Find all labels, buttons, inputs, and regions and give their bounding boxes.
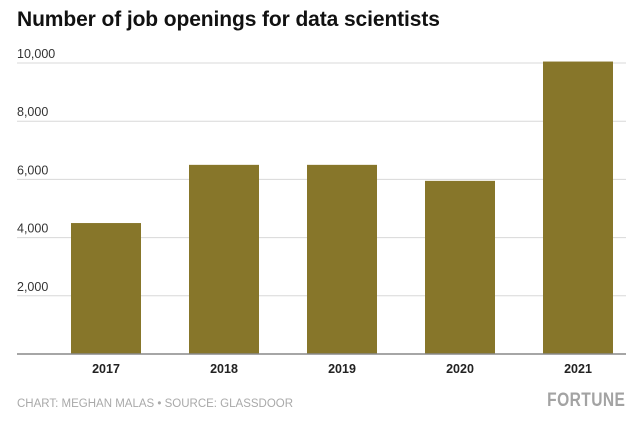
y-tick-label: 10,000 <box>17 47 55 61</box>
x-tick-label: 2019 <box>328 362 356 376</box>
y-tick-label: 2,000 <box>17 280 48 294</box>
x-tick-label: 2017 <box>92 362 120 376</box>
bars <box>71 61 613 355</box>
bar-2021 <box>543 61 613 355</box>
chart-credit: CHART: MEGHAN MALAS • SOURCE: GLASSDOOR <box>17 398 294 410</box>
bar-2017 <box>71 223 141 354</box>
fortune-logo: FORTUNE <box>546 390 625 411</box>
axes: 2,000 4,000 6,000 8,000 10,000 2017 2018 2019 20… <box>17 47 626 376</box>
bar-2019 <box>307 164 377 354</box>
x-tick-label: 2018 <box>210 362 238 376</box>
y-tick-label: 8,000 <box>17 105 48 119</box>
y-tick-label: 4,000 <box>17 222 48 236</box>
y-tick-label: 6,000 <box>17 163 48 177</box>
x-tick-label: 2020 <box>446 362 474 376</box>
chart-title: Number of job openings for data scientis… <box>17 8 440 31</box>
x-tick-label: 2021 <box>564 362 592 376</box>
bar-2018 <box>189 164 259 354</box>
bar-2020 <box>425 180 495 354</box>
